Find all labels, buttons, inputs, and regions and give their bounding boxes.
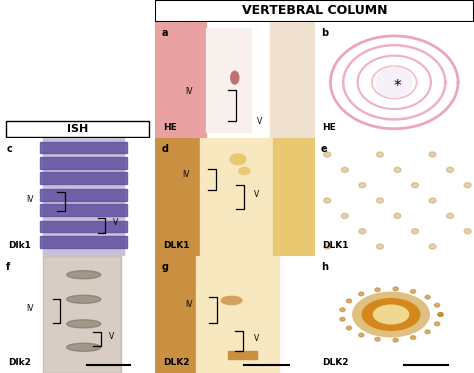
Circle shape — [447, 167, 454, 172]
Bar — [40, 204, 127, 216]
Circle shape — [429, 198, 436, 203]
Circle shape — [435, 303, 440, 307]
Text: Dlk1: Dlk1 — [8, 241, 31, 250]
Circle shape — [429, 152, 436, 157]
Circle shape — [394, 167, 401, 172]
Bar — [196, 256, 279, 373]
Ellipse shape — [374, 305, 409, 324]
Text: V: V — [113, 218, 118, 227]
Text: DLK1: DLK1 — [322, 241, 349, 250]
Circle shape — [435, 322, 440, 326]
Ellipse shape — [67, 271, 101, 279]
Text: IV: IV — [185, 301, 193, 310]
Ellipse shape — [231, 71, 239, 84]
Bar — [44, 256, 121, 373]
Circle shape — [359, 183, 366, 188]
Circle shape — [464, 229, 471, 234]
Circle shape — [346, 299, 352, 303]
Text: V: V — [257, 117, 262, 126]
Circle shape — [376, 244, 383, 249]
Text: DLK1: DLK1 — [163, 241, 190, 250]
Ellipse shape — [67, 295, 101, 303]
Circle shape — [376, 152, 383, 157]
Bar — [206, 28, 251, 132]
Text: V: V — [254, 190, 259, 199]
Bar — [228, 351, 257, 359]
Circle shape — [324, 152, 331, 157]
Circle shape — [393, 338, 398, 342]
Ellipse shape — [67, 343, 101, 351]
Circle shape — [393, 287, 398, 291]
Text: V: V — [109, 332, 114, 341]
Ellipse shape — [239, 167, 250, 175]
Text: ISH: ISH — [67, 124, 88, 134]
Circle shape — [425, 330, 430, 334]
Bar — [200, 138, 276, 256]
Bar — [273, 138, 315, 256]
Text: e: e — [321, 144, 328, 154]
Bar — [44, 138, 124, 256]
Bar — [155, 22, 206, 138]
Text: HE: HE — [322, 123, 336, 132]
Circle shape — [340, 308, 345, 312]
Bar — [155, 138, 200, 256]
Circle shape — [438, 313, 443, 316]
Text: b: b — [321, 28, 328, 38]
Ellipse shape — [67, 320, 101, 328]
Bar — [40, 220, 127, 232]
Text: Dlk2: Dlk2 — [8, 358, 31, 367]
Text: a: a — [161, 28, 168, 38]
Circle shape — [438, 313, 443, 316]
Text: g: g — [161, 262, 168, 272]
Ellipse shape — [377, 67, 412, 97]
Circle shape — [411, 183, 419, 188]
Circle shape — [464, 183, 471, 188]
Text: DLK2: DLK2 — [322, 358, 349, 367]
Bar — [40, 157, 127, 169]
Ellipse shape — [221, 297, 242, 305]
Text: h: h — [321, 262, 328, 272]
Text: V: V — [254, 335, 259, 344]
Circle shape — [394, 213, 401, 219]
Circle shape — [340, 317, 345, 321]
Bar — [155, 256, 196, 373]
Text: d: d — [161, 144, 168, 154]
Circle shape — [375, 338, 380, 341]
Circle shape — [376, 198, 383, 203]
Text: c: c — [6, 144, 12, 154]
Circle shape — [410, 289, 416, 293]
Bar — [40, 141, 127, 153]
Circle shape — [324, 244, 331, 249]
Text: IV: IV — [27, 304, 34, 313]
Circle shape — [425, 295, 430, 299]
Text: f: f — [6, 262, 10, 272]
Circle shape — [359, 292, 364, 296]
Ellipse shape — [362, 299, 420, 330]
Circle shape — [341, 213, 348, 219]
Bar — [270, 22, 315, 138]
Circle shape — [359, 229, 366, 234]
Bar — [40, 172, 127, 184]
Circle shape — [346, 326, 352, 330]
Circle shape — [375, 288, 380, 292]
Circle shape — [410, 336, 416, 339]
Ellipse shape — [230, 154, 246, 164]
Circle shape — [359, 333, 364, 337]
Text: IV: IV — [27, 195, 34, 204]
Text: IV: IV — [182, 170, 190, 179]
Ellipse shape — [353, 292, 429, 337]
Bar — [40, 189, 127, 201]
Bar — [40, 236, 127, 248]
Circle shape — [429, 244, 436, 249]
Text: HE: HE — [163, 123, 177, 132]
Circle shape — [411, 229, 419, 234]
Circle shape — [447, 213, 454, 219]
Text: VERTEBRAL COLUMN: VERTEBRAL COLUMN — [242, 4, 387, 18]
Text: *: * — [393, 79, 401, 94]
Text: DLK2: DLK2 — [163, 358, 190, 367]
Circle shape — [341, 167, 348, 172]
Text: IV: IV — [185, 87, 193, 96]
Circle shape — [324, 198, 331, 203]
